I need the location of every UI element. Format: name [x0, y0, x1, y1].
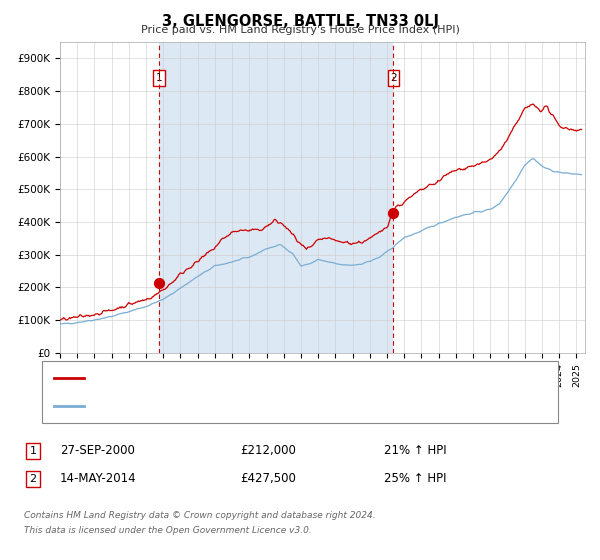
Text: Contains HM Land Registry data © Crown copyright and database right 2024.: Contains HM Land Registry data © Crown c… — [24, 511, 376, 520]
Text: 2: 2 — [29, 474, 37, 484]
Point — [389, 208, 398, 217]
Text: 27-SEP-2000: 27-SEP-2000 — [60, 444, 135, 458]
Text: 1: 1 — [29, 446, 37, 456]
Text: HPI: Average price, detached house, Rother: HPI: Average price, detached house, Roth… — [93, 400, 332, 410]
Text: 3, GLENGORSE, BATTLE, TN33 0LJ (detached house): 3, GLENGORSE, BATTLE, TN33 0LJ (detached… — [93, 374, 377, 384]
Text: 2: 2 — [390, 73, 397, 83]
Text: Price paid vs. HM Land Registry's House Price Index (HPI): Price paid vs. HM Land Registry's House … — [140, 25, 460, 35]
Text: £427,500: £427,500 — [240, 472, 296, 486]
Text: £212,000: £212,000 — [240, 444, 296, 458]
Point — [154, 279, 164, 288]
Text: 3, GLENGORSE, BATTLE, TN33 0LJ: 3, GLENGORSE, BATTLE, TN33 0LJ — [161, 14, 439, 29]
Text: 25% ↑ HPI: 25% ↑ HPI — [384, 472, 446, 486]
Text: This data is licensed under the Open Government Licence v3.0.: This data is licensed under the Open Gov… — [24, 526, 312, 535]
Text: 1: 1 — [155, 73, 162, 83]
Text: 21% ↑ HPI: 21% ↑ HPI — [384, 444, 446, 458]
Text: 14-MAY-2014: 14-MAY-2014 — [60, 472, 137, 486]
Bar — [159, 42, 394, 353]
